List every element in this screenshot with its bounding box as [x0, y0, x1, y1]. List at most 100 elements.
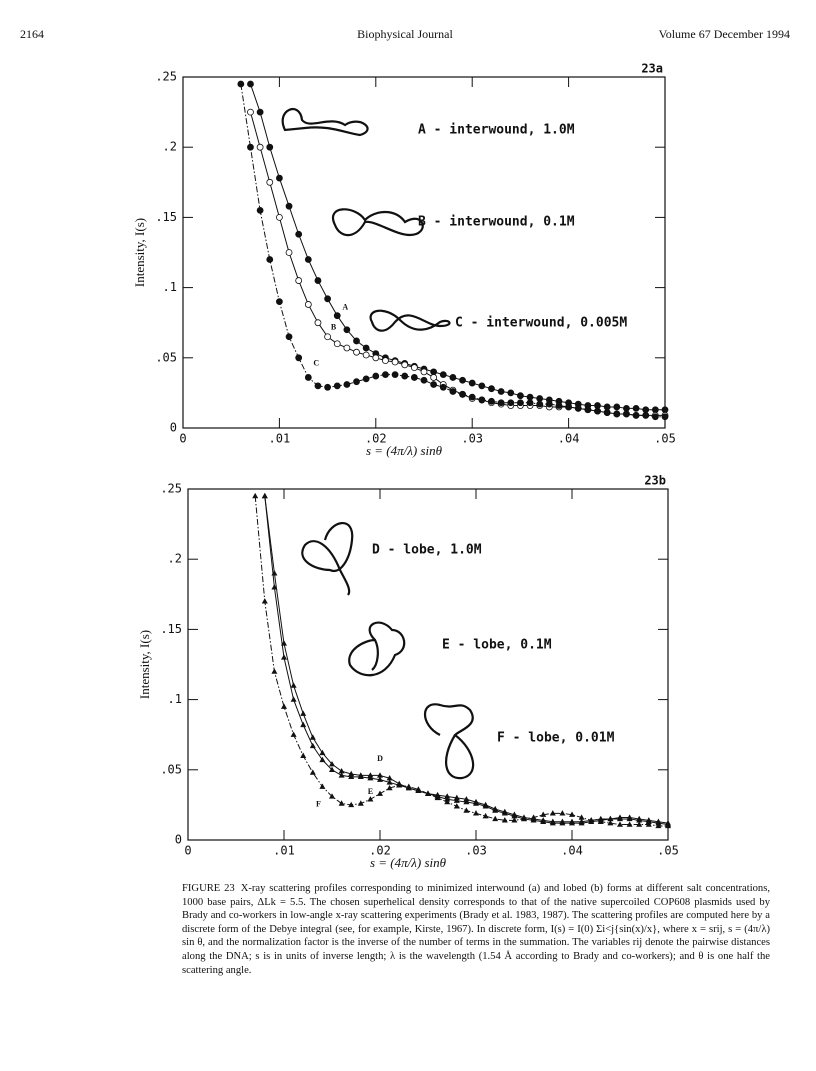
x-tick-label: .01: [269, 432, 291, 446]
marker: [425, 790, 431, 796]
marker: [247, 108, 254, 116]
marker: [256, 108, 264, 116]
marker: [661, 406, 669, 414]
marker: [501, 817, 508, 823]
legend-entry: C - interwound, 0.005M: [455, 316, 627, 331]
marker: [507, 399, 515, 407]
marker: [626, 821, 633, 827]
y-tick-label: .25: [155, 70, 177, 84]
marker: [338, 800, 345, 806]
marker: [430, 381, 438, 388]
legend-entry: A - interwound, 1.0M: [418, 123, 575, 138]
marker: [501, 810, 508, 816]
marker: [256, 143, 264, 151]
curve-label: F: [316, 799, 321, 808]
marker: [329, 760, 335, 767]
marker: [285, 202, 293, 210]
caption: FIGURE 23 X-ray scattering profiles corre…: [182, 882, 770, 977]
marker: [396, 782, 403, 788]
marker: [642, 411, 650, 419]
marker: [300, 721, 307, 728]
marker: [623, 404, 630, 412]
marker: [275, 298, 283, 306]
marker: [594, 407, 601, 415]
marker: [319, 749, 326, 756]
legend-entry: D - lobe, 1.0M: [372, 543, 482, 558]
marker: [559, 810, 566, 816]
marker: [353, 348, 360, 356]
marker: [463, 798, 470, 805]
marker: [449, 388, 457, 395]
marker: [343, 344, 351, 352]
marker: [540, 811, 547, 817]
page-number: 2164: [20, 27, 44, 41]
inset-shape: [348, 621, 406, 677]
marker: [536, 395, 544, 402]
marker: [492, 815, 499, 822]
marker: [655, 819, 662, 826]
marker: [473, 800, 479, 806]
x-tick-label: .03: [465, 844, 487, 858]
y-tick-label: .1: [168, 692, 182, 706]
inset-shape: [281, 108, 369, 137]
marker: [324, 295, 332, 303]
marker: [463, 807, 470, 813]
marker: [261, 598, 268, 604]
series: [252, 492, 671, 829]
marker: [357, 773, 364, 780]
marker: [247, 143, 254, 151]
legend-entry: E - lobe, 0.1M: [442, 638, 552, 653]
marker: [536, 400, 544, 408]
marker: [594, 402, 601, 409]
curve-label: E: [368, 787, 373, 796]
marker: [665, 822, 671, 829]
marker: [348, 801, 355, 808]
marker: [401, 372, 409, 380]
curve-label: D: [377, 754, 383, 763]
series-line: [249, 111, 665, 416]
curve-label: B: [331, 323, 337, 332]
marker: [295, 230, 303, 238]
marker: [377, 790, 383, 796]
marker: [391, 358, 399, 366]
marker: [459, 390, 466, 398]
marker: [295, 354, 303, 362]
marker: [613, 410, 621, 418]
marker: [275, 174, 283, 182]
marker: [261, 492, 268, 499]
marker: [632, 404, 640, 412]
marker: [324, 333, 332, 341]
marker: [300, 752, 307, 758]
x-axis-label: s = (4π/λ) sinθ: [366, 443, 443, 458]
marker: [256, 206, 264, 214]
marker: [430, 374, 438, 381]
marker: [526, 393, 534, 401]
marker: [578, 819, 585, 826]
marker: [338, 768, 345, 774]
inset-shape: [301, 522, 354, 596]
marker: [453, 794, 460, 801]
marker: [642, 406, 650, 414]
y-tick-label: .15: [155, 210, 177, 224]
marker: [353, 337, 360, 345]
marker: [386, 775, 393, 781]
marker: [391, 371, 399, 379]
marker: [607, 819, 614, 826]
y-tick-label: .15: [160, 622, 182, 636]
marker: [559, 819, 566, 826]
marker: [420, 368, 428, 376]
marker: [444, 793, 451, 799]
journal-title: Biophysical Journal: [357, 27, 453, 41]
x-axis-label: s = (4π/λ) sinθ: [370, 855, 447, 870]
marker: [420, 376, 428, 384]
series: [237, 80, 669, 421]
marker: [655, 822, 662, 829]
marker: [463, 796, 470, 802]
marker: [377, 772, 383, 778]
marker: [603, 403, 611, 411]
marker: [636, 817, 643, 823]
marker: [661, 413, 669, 421]
marker: [295, 277, 303, 284]
marker: [281, 703, 287, 709]
